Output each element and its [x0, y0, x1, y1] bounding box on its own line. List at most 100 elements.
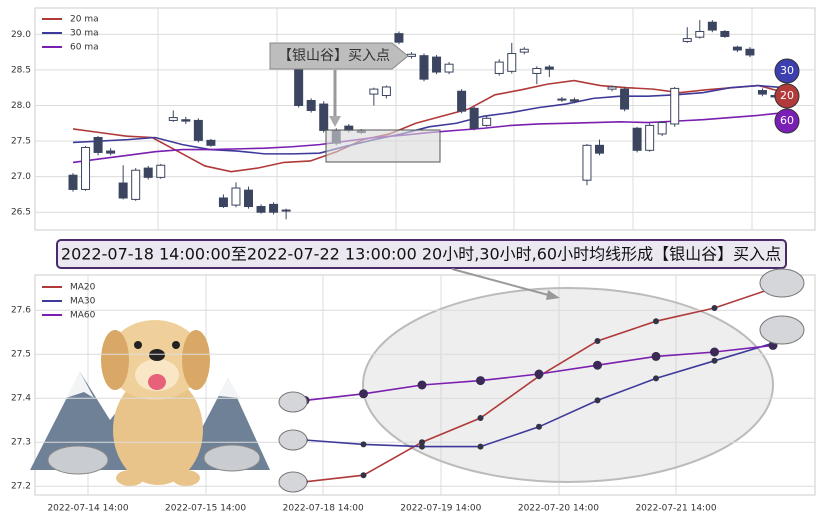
candle-body — [482, 117, 492, 126]
badge-label: 30 — [780, 64, 794, 77]
candle-body — [670, 87, 680, 125]
candle-body — [532, 67, 542, 74]
y-tick-label: 28.0 — [11, 101, 31, 111]
point — [653, 375, 659, 382]
candle-body — [131, 169, 141, 200]
candle-body — [168, 117, 178, 121]
point — [419, 443, 425, 450]
candle-body — [620, 88, 630, 110]
candle-body — [432, 56, 442, 73]
candle-body — [632, 127, 642, 151]
point — [477, 415, 484, 421]
candle-body — [231, 187, 241, 206]
point — [710, 347, 719, 357]
candle-body — [469, 107, 479, 129]
candle-body — [369, 88, 379, 95]
legend-label: 30 ma — [70, 29, 99, 39]
banner — [56, 239, 787, 269]
candle-body — [607, 86, 617, 90]
signal-zone — [325, 129, 441, 163]
candle-body — [319, 103, 329, 131]
candle-body — [394, 33, 404, 43]
candle-body — [519, 48, 529, 53]
point — [534, 369, 544, 379]
point — [477, 443, 484, 450]
candle-body — [457, 90, 467, 112]
ma-line — [72, 84, 786, 155]
y-tick-label: 27.6 — [11, 306, 31, 316]
annotation-pointer-head — [329, 116, 341, 127]
candle-body — [244, 189, 253, 208]
candle-body — [181, 119, 191, 122]
candle-body — [707, 21, 717, 31]
candle-body — [544, 66, 554, 70]
candle-body — [645, 124, 655, 151]
candle-body — [381, 86, 391, 97]
legend-label: MA20 — [70, 283, 96, 293]
point — [711, 357, 718, 364]
legend-label: MA30 — [70, 297, 96, 307]
y-tick-label: 27.2 — [11, 482, 31, 492]
highlight-ellipse — [362, 287, 774, 483]
top-plot — [34, 7, 816, 231]
candle-body — [206, 139, 216, 146]
point — [476, 376, 485, 386]
y-tick-label: 26.5 — [11, 208, 31, 218]
candle-body — [193, 119, 203, 141]
banner-pointer-head — [546, 290, 560, 300]
candle-body — [444, 63, 454, 73]
badge — [774, 58, 800, 84]
point — [653, 318, 659, 325]
candle-body — [557, 98, 567, 101]
candle-body — [281, 209, 291, 212]
ma-line — [72, 79, 786, 173]
candle-body — [106, 150, 116, 154]
badge — [774, 108, 800, 134]
point — [360, 472, 367, 479]
y-tick-label: 27.3 — [11, 438, 31, 448]
y-tick-label: 28.5 — [11, 65, 31, 75]
point — [359, 389, 368, 399]
banner-pointer — [451, 268, 553, 297]
legend-label: MA60 — [70, 311, 96, 321]
point — [360, 441, 367, 448]
point — [417, 380, 427, 390]
candle-body — [757, 90, 767, 95]
y-tick-label: 27.5 — [11, 350, 31, 360]
banner-text: 2022-07-18 14:00:00至2022-07-22 13:00:00 … — [61, 245, 781, 264]
candle-body — [494, 61, 504, 74]
legend-label: 20 ma — [70, 15, 99, 25]
candle-body — [419, 55, 429, 80]
candle-body — [507, 53, 517, 72]
x-tick-label: 2022-07-19 14:00 — [400, 504, 481, 514]
candle-body — [695, 30, 705, 38]
candle-body — [582, 144, 592, 181]
decoration — [30, 320, 270, 486]
point — [419, 439, 425, 446]
candle-body — [68, 174, 78, 190]
point — [711, 305, 718, 311]
candle-body — [118, 182, 128, 199]
candle-body — [682, 38, 692, 42]
x-tick-label: 2022-07-21 14:00 — [635, 504, 716, 514]
y-tick-label: 27.5 — [11, 137, 31, 147]
candle-body — [156, 164, 166, 178]
candle-body — [143, 167, 153, 178]
badge — [774, 83, 800, 109]
candle-body — [81, 146, 91, 190]
candle-body — [732, 46, 742, 51]
point — [594, 338, 601, 344]
x-tick-label: 2022-07-18 14:00 — [283, 504, 364, 514]
badge-label: 60 — [780, 114, 794, 127]
candle-body — [294, 66, 304, 106]
candle-body — [720, 30, 730, 37]
annotation-arrow-box — [269, 42, 409, 70]
candle-body — [269, 203, 279, 213]
x-tick-label: 2022-07-20 14:00 — [518, 504, 599, 514]
candle-body — [657, 122, 667, 135]
y-tick-label: 27.0 — [11, 172, 31, 182]
candle-body — [569, 99, 579, 102]
y-tick-label: 29.0 — [11, 30, 31, 40]
candle-body — [595, 144, 604, 154]
